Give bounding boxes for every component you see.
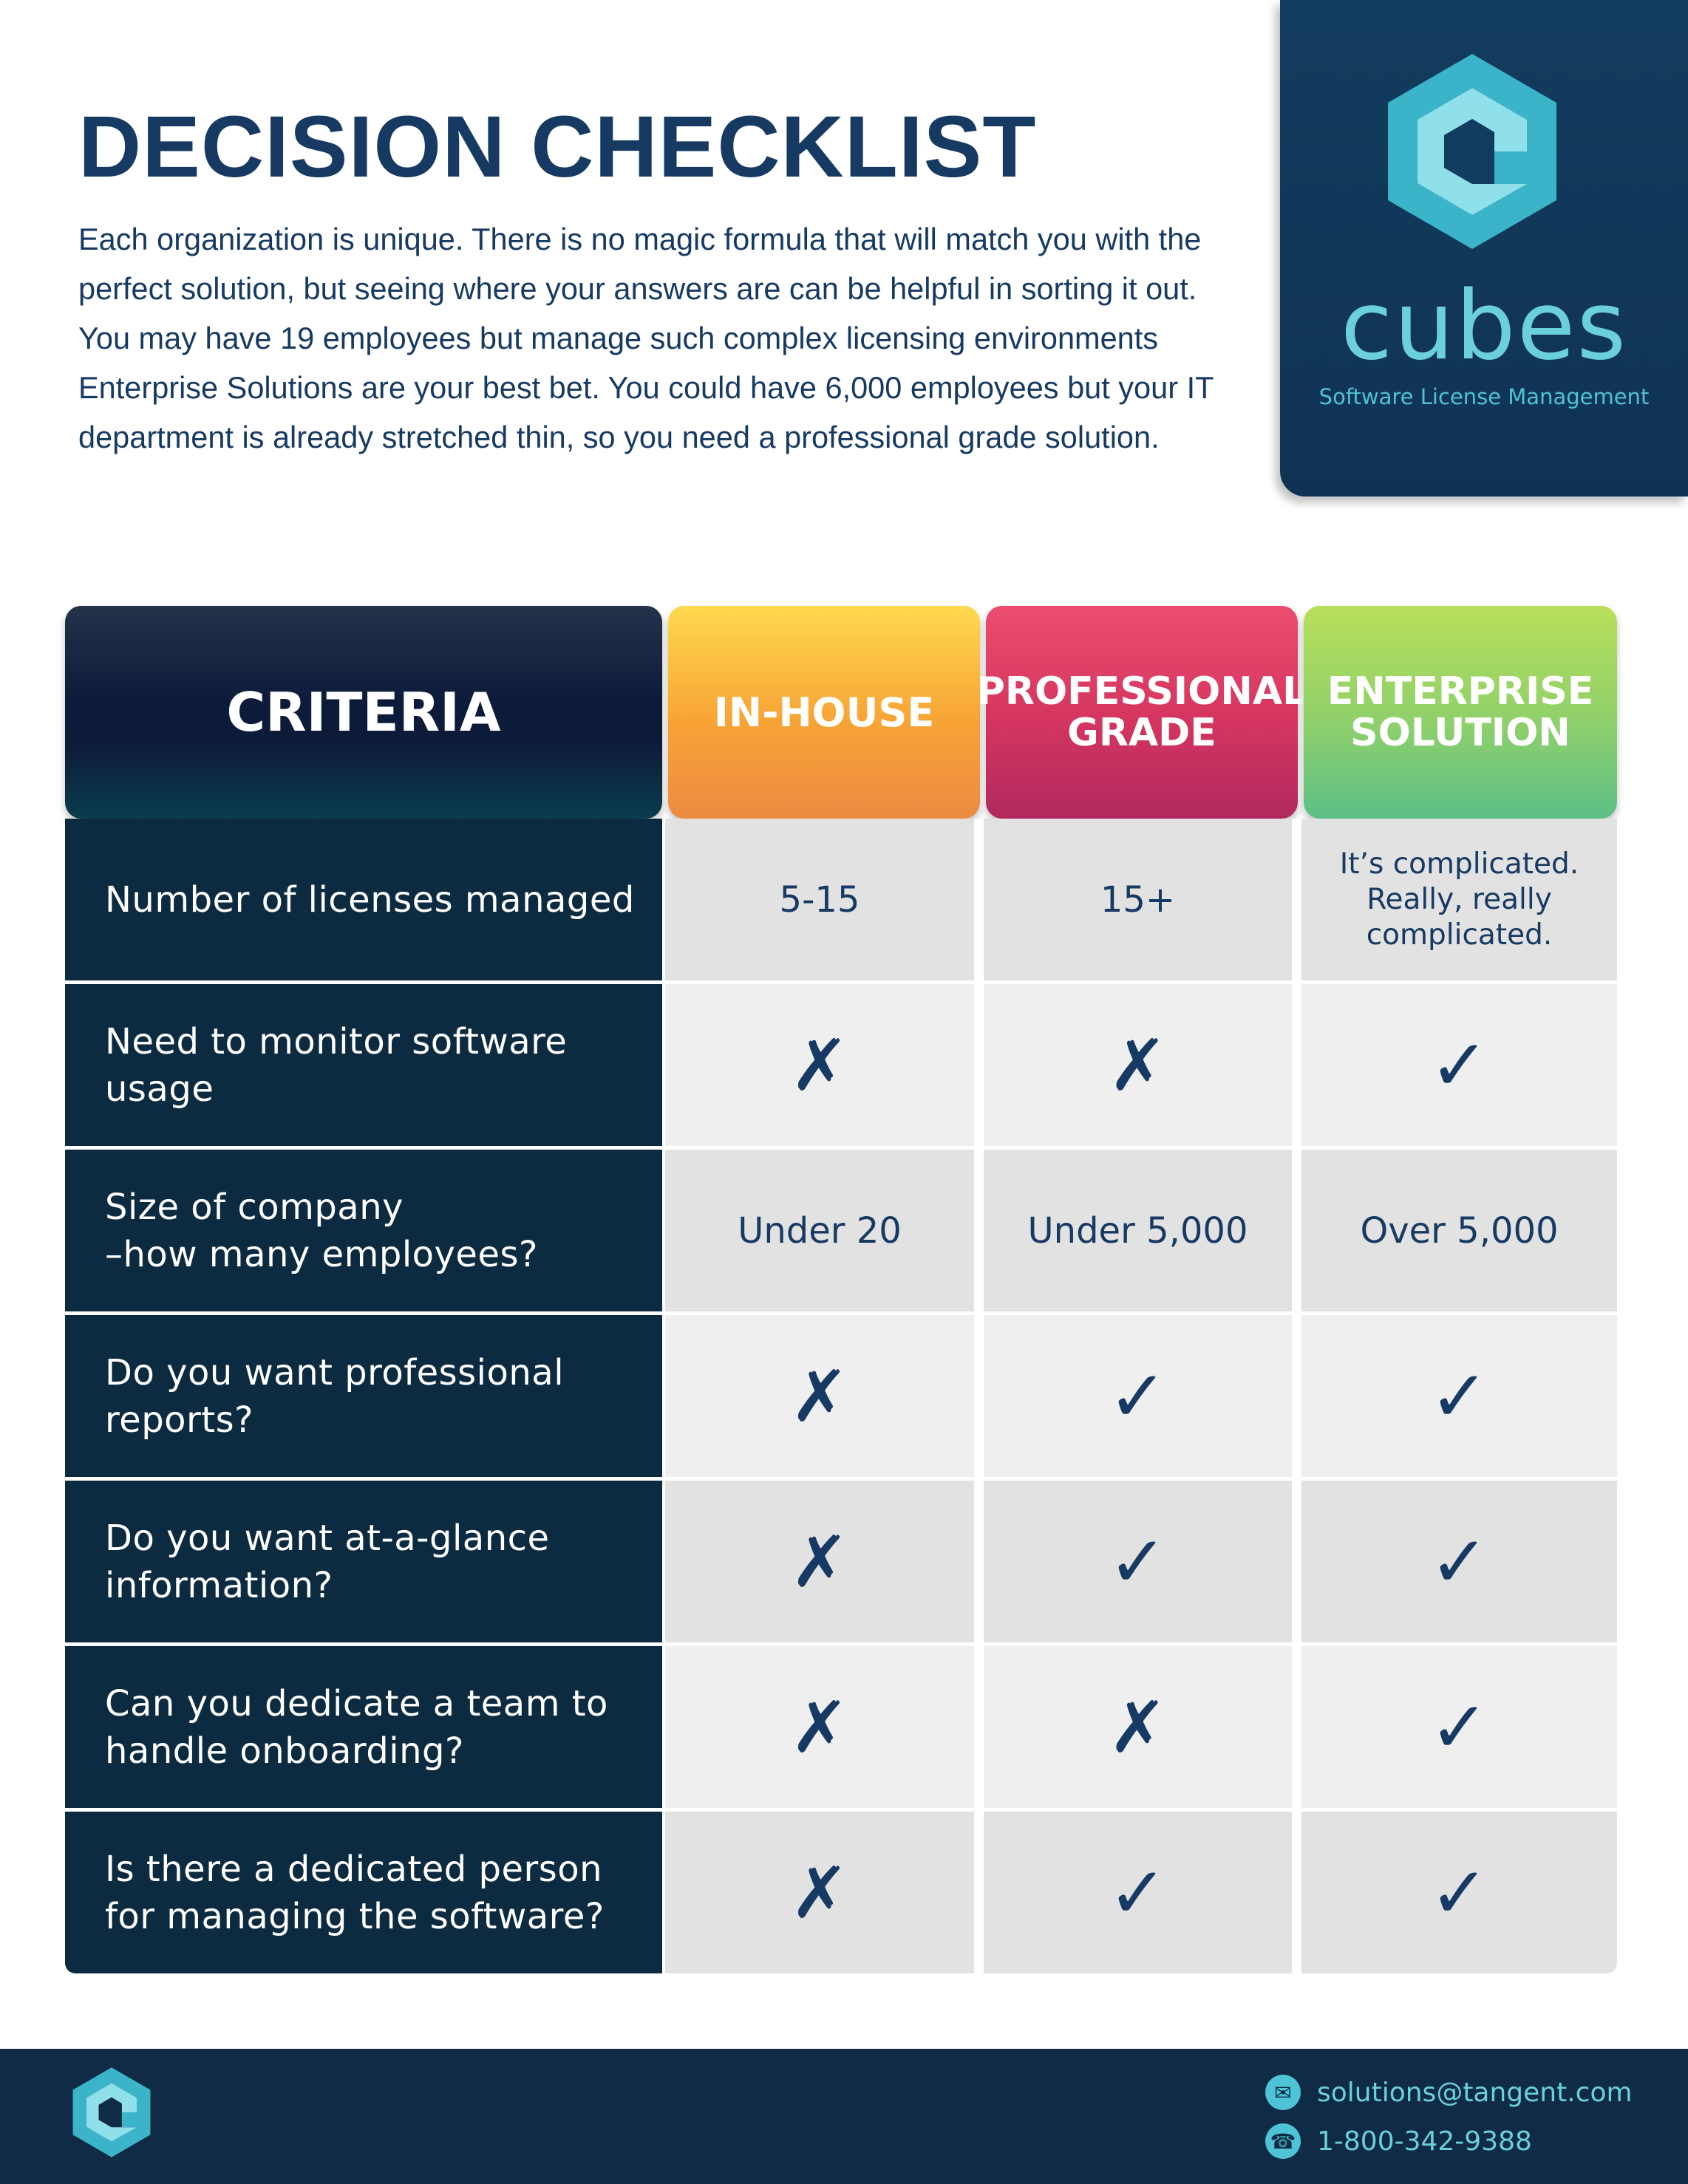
page-title: DECISION CHECKLIST <box>78 98 1037 196</box>
check-mark-icon: ✓ <box>1108 1354 1168 1438</box>
criteria-label: Do you want professional <box>105 1351 565 1393</box>
inhouse-value: 5-15 <box>779 878 860 921</box>
table-row: Do you want professional reports? ✗ ✓ ✓ <box>65 1315 1617 1477</box>
footer-bar <box>0 2049 1688 2184</box>
ent-cell: ✓ <box>1301 984 1617 1146</box>
check-mark-icon: ✓ <box>1429 1685 1489 1769</box>
criteria-cell: Size of company –how many employees? <box>65 1150 662 1311</box>
pro-cell: ✓ <box>984 1481 1292 1642</box>
check-mark-icon: ✓ <box>1429 1520 1489 1603</box>
criteria-cell: Number of licenses managed <box>65 819 662 980</box>
brand-tagline: Software License Management <box>1318 384 1650 409</box>
ent-value-line2: Really, really <box>1367 882 1552 916</box>
x-mark-icon: ✗ <box>1108 1023 1168 1107</box>
ent-cell: ✓ <box>1301 1315 1617 1477</box>
criteria-cell: Is there a dedicated person for managing … <box>65 1812 662 1973</box>
ent-value-line1: It’s complicated. <box>1339 847 1579 881</box>
inhouse-cell: ✗ <box>665 1812 974 1973</box>
criteria-label-line2: –how many employees? <box>105 1233 538 1275</box>
ent-value: Over 5,000 <box>1360 1209 1559 1252</box>
cubes-logo-icon <box>1388 54 1556 249</box>
check-mark-icon: ✓ <box>1429 1023 1489 1107</box>
inhouse-cell: ✗ <box>665 1646 974 1808</box>
header-ent-line1: ENTERPRISE <box>1327 669 1594 714</box>
inhouse-cell: ✗ <box>665 1315 974 1477</box>
check-mark-icon: ✓ <box>1108 1520 1168 1603</box>
criteria-label: Need to monitor software <box>105 1020 568 1062</box>
criteria-label: Is there a dedicated person <box>105 1848 603 1890</box>
table-row: Is there a dedicated person for managing … <box>65 1812 1617 1973</box>
pro-value: Under 5,000 <box>1027 1209 1248 1252</box>
intro-paragraph: Each organization is unique. There is no… <box>78 222 1214 454</box>
pro-cell: ✓ <box>984 1812 1292 1973</box>
x-mark-icon: ✗ <box>789 1685 850 1769</box>
header-criteria: CRITERIA <box>65 606 662 819</box>
criteria-label: Can you dedicate a team to <box>105 1682 608 1724</box>
x-mark-icon: ✗ <box>1108 1685 1168 1769</box>
header-pro-line1: PROFESSIONAL <box>976 669 1307 714</box>
pro-cell: 15+ <box>984 819 1292 980</box>
pro-cell: ✓ <box>984 1315 1292 1477</box>
criteria-cell: Do you want at-a-glance information? <box>65 1481 662 1642</box>
inhouse-value: Under 20 <box>738 1209 902 1252</box>
check-mark-icon: ✓ <box>1429 1354 1489 1438</box>
check-mark-icon: ✓ <box>1108 1851 1168 1934</box>
header-pro-line2: GRADE <box>1067 711 1216 755</box>
ent-cell: ✓ <box>1301 1812 1617 1973</box>
criteria-label-line2: for managing the software? <box>105 1895 605 1937</box>
pro-cell: ✗ <box>984 984 1292 1146</box>
criteria-label-line2: usage <box>105 1068 214 1110</box>
inhouse-cell: Under 20 <box>665 1150 974 1311</box>
check-mark-icon: ✓ <box>1429 1851 1489 1934</box>
table-row: Size of company –how many employees? Unde… <box>65 1150 1617 1311</box>
ent-cell: ✓ <box>1301 1646 1617 1808</box>
table-row: Do you want at-a-glance information? ✗ ✓ … <box>65 1481 1617 1642</box>
phone-link[interactable]: 1-800-342-9388 <box>1317 2126 1532 2157</box>
inhouse-cell: ✗ <box>665 984 974 1146</box>
brand-name: cubes <box>1340 271 1628 381</box>
table-row: Number of licenses managed 5-15 15+ It’s… <box>65 819 1617 980</box>
criteria-cell: Need to monitor software usage <box>65 984 662 1146</box>
criteria-label-line2: handle onboarding? <box>105 1730 464 1772</box>
inhouse-cell: ✗ <box>665 1481 974 1642</box>
table-row: Can you dedicate a team to handle onboard… <box>65 1646 1617 1808</box>
brand-card: cubes Software License Management <box>1280 0 1688 496</box>
pro-cell: Under 5,000 <box>984 1150 1292 1311</box>
header-ent-line2: SOLUTION <box>1350 711 1570 755</box>
header-inhouse: IN-HOUSE <box>668 606 980 819</box>
criteria-label: Do you want at-a-glance <box>105 1517 550 1559</box>
inhouse-cell: 5-15 <box>665 819 974 980</box>
envelope-icon: ✉ <box>1265 2075 1301 2110</box>
header-enterprise-solution: ENTERPRISE SOLUTION <box>1304 606 1617 819</box>
x-mark-icon: ✗ <box>789 1520 850 1603</box>
x-mark-icon: ✗ <box>789 1354 850 1438</box>
email-link[interactable]: solutions@tangent.com <box>1317 2077 1633 2108</box>
criteria-label: Size of company <box>105 1186 404 1228</box>
header-professional-grade: PROFESSIONAL GRADE <box>977 606 1307 819</box>
pro-value: 15+ <box>1100 878 1176 921</box>
cubes-logo-icon <box>72 2067 151 2157</box>
x-mark-icon: ✗ <box>789 1851 850 1934</box>
ent-cell: It’s complicated. Really, really complicat… <box>1301 819 1617 980</box>
criteria-cell: Can you dedicate a team to handle onboard… <box>65 1646 662 1808</box>
ent-cell: Over 5,000 <box>1301 1150 1617 1311</box>
ent-value-line3: complicated. <box>1366 918 1553 952</box>
pro-cell: ✗ <box>984 1646 1292 1808</box>
contact-phone[interactable]: ☎ 1-800-342-9388 <box>1265 2123 1532 2159</box>
phone-icon: ☎ <box>1265 2123 1301 2159</box>
x-mark-icon: ✗ <box>789 1023 850 1107</box>
criteria-label-line2: reports? <box>105 1399 254 1441</box>
table-row: Need to monitor software usage ✗ ✗ ✓ <box>65 984 1617 1146</box>
criteria-label: Number of licenses managed <box>105 878 635 921</box>
ent-cell: ✓ <box>1301 1481 1617 1642</box>
contact-email[interactable]: ✉ solutions@tangent.com <box>1265 2075 1633 2110</box>
criteria-label-line2: information? <box>105 1564 333 1606</box>
criteria-cell: Do you want professional reports? <box>65 1315 662 1477</box>
